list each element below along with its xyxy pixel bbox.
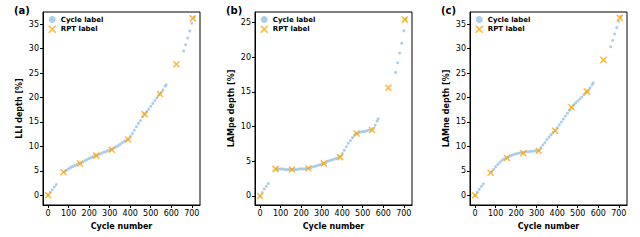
svg-text:25: 25	[29, 69, 39, 78]
svg-text:Cycle label: Cycle label	[488, 16, 531, 24]
svg-text:RPT label: RPT label	[273, 25, 310, 33]
svg-text:Cycle label: Cycle label	[61, 16, 104, 24]
svg-text:(a): (a)	[14, 5, 30, 16]
svg-text:300: 300	[314, 209, 329, 218]
svg-text:400: 400	[123, 209, 138, 218]
svg-text:300: 300	[102, 209, 117, 218]
svg-text:0: 0	[246, 191, 251, 200]
svg-text:RPT label: RPT label	[488, 25, 525, 33]
svg-text:10: 10	[29, 142, 39, 151]
svg-text:500: 500	[570, 209, 585, 218]
svg-text:400: 400	[550, 209, 565, 218]
svg-text:20: 20	[29, 93, 39, 102]
svg-text:30: 30	[456, 44, 466, 53]
svg-text:10: 10	[241, 122, 251, 131]
svg-text:LAMpe depth [%]: LAMpe depth [%]	[227, 70, 236, 148]
svg-text:0: 0	[461, 191, 466, 200]
svg-text:LLI depth [%]: LLI depth [%]	[15, 78, 24, 138]
svg-text:500: 500	[143, 209, 158, 218]
svg-text:700: 700	[611, 209, 626, 218]
svg-text:5: 5	[34, 166, 39, 175]
svg-text:15: 15	[456, 117, 466, 126]
svg-text:600: 600	[591, 209, 606, 218]
svg-text:LAMne depth [%]: LAMne depth [%]	[442, 70, 451, 148]
svg-text:20: 20	[241, 53, 251, 62]
svg-text:200: 200	[82, 209, 97, 218]
svg-text:100: 100	[488, 209, 503, 218]
svg-text:Cycle number: Cycle number	[303, 222, 365, 231]
svg-text:5: 5	[461, 166, 466, 175]
svg-text:500: 500	[355, 209, 370, 218]
svg-text:0: 0	[34, 191, 39, 200]
svg-text:10: 10	[456, 142, 466, 151]
svg-text:5: 5	[246, 157, 251, 166]
svg-text:600: 600	[376, 209, 391, 218]
svg-text:0: 0	[473, 209, 478, 218]
svg-text:25: 25	[241, 18, 251, 27]
svg-text:RPT label: RPT label	[61, 25, 98, 33]
svg-text:35: 35	[456, 20, 466, 29]
svg-text:20: 20	[456, 93, 466, 102]
svg-text:600: 600	[164, 209, 179, 218]
svg-text:Cycle number: Cycle number	[518, 222, 580, 231]
svg-text:700: 700	[396, 209, 411, 218]
svg-text:15: 15	[29, 117, 39, 126]
svg-text:100: 100	[61, 209, 76, 218]
svg-text:200: 200	[509, 209, 524, 218]
svg-text:100: 100	[273, 209, 288, 218]
svg-text:Cycle number: Cycle number	[91, 222, 153, 231]
svg-text:25: 25	[456, 69, 466, 78]
svg-text:(c): (c)	[441, 5, 456, 16]
svg-text:400: 400	[335, 209, 350, 218]
svg-text:30: 30	[29, 44, 39, 53]
svg-text:200: 200	[294, 209, 309, 218]
svg-text:0: 0	[258, 209, 263, 218]
svg-text:35: 35	[29, 20, 39, 29]
svg-text:0: 0	[46, 209, 51, 218]
svg-text:15: 15	[241, 87, 251, 96]
svg-text:(b): (b)	[226, 5, 242, 16]
svg-text:700: 700	[184, 209, 199, 218]
svg-text:300: 300	[529, 209, 544, 218]
svg-text:Cycle label: Cycle label	[273, 16, 316, 24]
